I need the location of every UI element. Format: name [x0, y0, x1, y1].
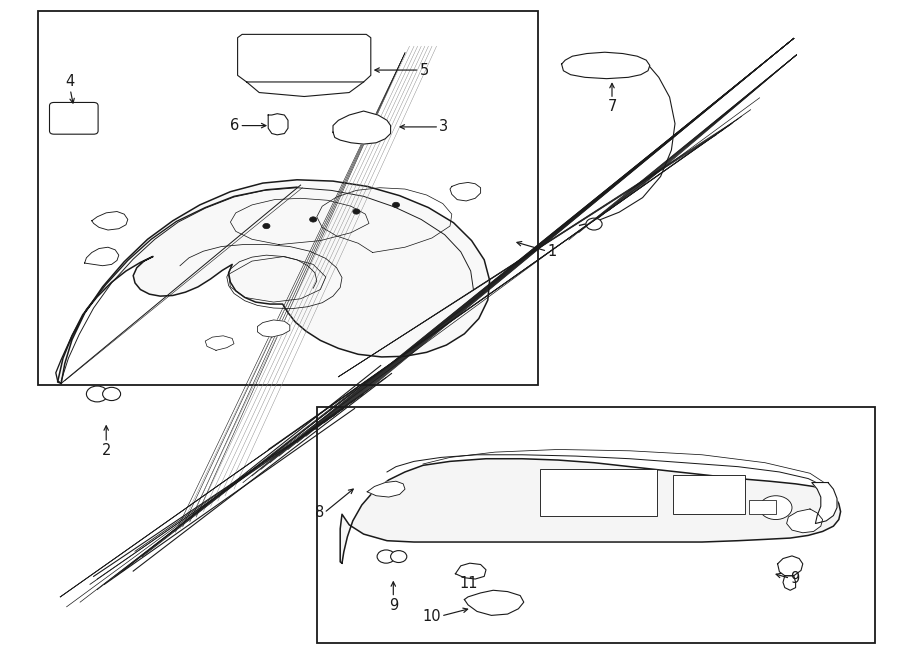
Bar: [673, 475, 745, 514]
Polygon shape: [238, 34, 371, 82]
Polygon shape: [367, 481, 405, 497]
Circle shape: [103, 387, 121, 401]
Text: 10: 10: [422, 609, 441, 623]
Polygon shape: [58, 180, 490, 383]
Bar: [38, 11, 538, 385]
Circle shape: [586, 218, 602, 230]
FancyBboxPatch shape: [50, 102, 98, 134]
Text: 11: 11: [459, 576, 478, 590]
Polygon shape: [450, 182, 481, 201]
Text: 4: 4: [66, 74, 75, 89]
Text: 1: 1: [547, 244, 556, 258]
Polygon shape: [333, 111, 391, 144]
Polygon shape: [85, 247, 119, 266]
Text: 9: 9: [389, 598, 398, 613]
Bar: [540, 469, 657, 516]
Circle shape: [353, 209, 360, 214]
Bar: [749, 500, 776, 514]
Circle shape: [377, 550, 395, 563]
Polygon shape: [205, 336, 234, 350]
Circle shape: [392, 202, 400, 208]
Circle shape: [310, 217, 317, 222]
Text: 3: 3: [439, 120, 448, 134]
Polygon shape: [257, 320, 290, 337]
Circle shape: [86, 386, 108, 402]
Circle shape: [760, 496, 792, 520]
Polygon shape: [340, 459, 841, 563]
Circle shape: [263, 223, 270, 229]
Text: 6: 6: [230, 118, 239, 133]
Polygon shape: [787, 509, 823, 533]
Polygon shape: [92, 212, 128, 230]
Text: 5: 5: [419, 63, 428, 77]
Polygon shape: [455, 563, 486, 579]
Polygon shape: [812, 483, 837, 524]
Polygon shape: [778, 556, 803, 576]
Polygon shape: [562, 52, 650, 79]
Polygon shape: [464, 590, 524, 615]
Circle shape: [391, 551, 407, 563]
Text: 7: 7: [608, 99, 616, 114]
Text: 9: 9: [790, 571, 799, 586]
Text: 8: 8: [315, 506, 324, 520]
Bar: [317, 407, 875, 643]
Polygon shape: [268, 114, 288, 135]
Polygon shape: [783, 576, 796, 590]
Text: 2: 2: [102, 443, 111, 458]
